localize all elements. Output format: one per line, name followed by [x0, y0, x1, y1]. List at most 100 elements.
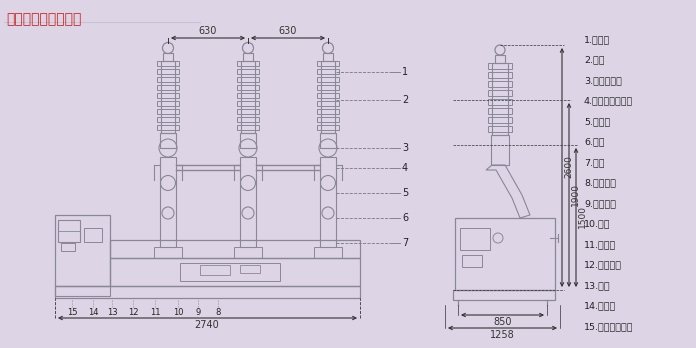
Bar — [160, 157, 176, 247]
Bar — [58, 220, 80, 242]
Text: 850: 850 — [493, 317, 512, 327]
Text: 14.起吊环: 14.起吊环 — [584, 301, 616, 310]
Bar — [460, 228, 490, 250]
Text: 2740: 2740 — [195, 320, 219, 330]
Bar — [320, 133, 336, 148]
Bar — [495, 55, 505, 63]
Bar — [453, 290, 555, 300]
Bar — [157, 69, 179, 74]
Bar — [488, 81, 512, 87]
Bar — [492, 63, 508, 135]
Text: 1258: 1258 — [490, 330, 515, 340]
Bar — [237, 69, 259, 74]
Bar — [491, 135, 509, 165]
Bar — [110, 240, 360, 258]
Bar — [488, 108, 512, 114]
Bar — [200, 265, 230, 275]
Text: 7.底架: 7.底架 — [584, 158, 605, 167]
Bar — [317, 125, 339, 130]
Bar — [157, 117, 179, 122]
Bar — [323, 53, 333, 61]
Bar — [317, 77, 339, 82]
Text: 15: 15 — [67, 308, 77, 317]
Bar — [317, 69, 339, 74]
Text: 11.传动箱: 11.传动箱 — [584, 240, 616, 249]
Text: 6.外壳: 6.外壳 — [584, 137, 605, 147]
Bar — [488, 126, 512, 132]
Bar — [237, 125, 259, 130]
Text: 9.分合指示: 9.分合指示 — [584, 199, 616, 208]
Bar — [317, 61, 339, 66]
Text: 2: 2 — [402, 95, 409, 105]
Bar — [157, 109, 179, 114]
Text: 10: 10 — [173, 308, 183, 317]
Text: 5.极附器: 5.极附器 — [584, 117, 610, 126]
Text: 11: 11 — [150, 308, 160, 317]
Bar — [237, 101, 259, 106]
Bar — [157, 85, 179, 90]
Text: 1500: 1500 — [578, 206, 587, 229]
Bar — [157, 61, 179, 66]
Bar — [241, 61, 255, 133]
Bar — [154, 247, 182, 258]
Bar — [84, 228, 102, 242]
Text: 三、外形及安装尺寸: 三、外形及安装尺寸 — [6, 12, 81, 26]
Bar — [237, 93, 259, 98]
Text: 13: 13 — [106, 308, 118, 317]
Bar — [237, 109, 259, 114]
Bar — [321, 61, 335, 133]
Text: 2600: 2600 — [564, 156, 573, 179]
Text: 15.弹簧操动机构: 15.弹簧操动机构 — [584, 322, 633, 331]
Bar — [55, 286, 360, 298]
Bar — [314, 247, 342, 258]
Bar — [160, 133, 176, 148]
Bar — [157, 125, 179, 130]
Text: 10.铭牌: 10.铭牌 — [584, 220, 610, 229]
Bar — [55, 215, 110, 286]
Text: 1900: 1900 — [571, 183, 580, 206]
Bar — [488, 63, 512, 69]
Text: 14: 14 — [88, 308, 98, 317]
Bar — [488, 117, 512, 123]
Bar — [243, 53, 253, 61]
Bar — [234, 247, 262, 258]
Bar — [157, 77, 179, 82]
Text: 12.分闸弹簧: 12.分闸弹簧 — [584, 261, 622, 269]
Bar — [317, 117, 339, 122]
Text: 3.电流互感器: 3.电流互感器 — [584, 76, 622, 85]
Bar — [237, 61, 259, 66]
Bar — [317, 109, 339, 114]
Bar — [317, 93, 339, 98]
Bar — [157, 93, 179, 98]
Bar — [161, 61, 175, 133]
Text: 9: 9 — [196, 308, 200, 317]
Bar — [488, 72, 512, 78]
Text: 7: 7 — [402, 238, 409, 248]
Bar — [488, 90, 512, 96]
Text: 13.螺套: 13.螺套 — [584, 281, 610, 290]
Bar — [237, 85, 259, 90]
Bar — [320, 157, 336, 247]
Text: 3: 3 — [402, 143, 408, 153]
Bar — [317, 101, 339, 106]
Text: 8.气体管道: 8.气体管道 — [584, 179, 616, 188]
Text: 12: 12 — [128, 308, 139, 317]
Text: 2.瓷套: 2.瓷套 — [584, 55, 605, 64]
Bar — [157, 101, 179, 106]
Bar — [55, 286, 110, 296]
Bar — [455, 218, 555, 290]
Bar — [237, 117, 259, 122]
Bar — [180, 263, 280, 281]
Text: 630: 630 — [199, 26, 217, 36]
Text: 4.互感器连接护管: 4.互感器连接护管 — [584, 96, 633, 105]
Text: 8: 8 — [215, 308, 221, 317]
Bar — [110, 258, 360, 286]
Bar — [317, 85, 339, 90]
Bar — [240, 133, 256, 148]
Bar — [61, 243, 75, 251]
Bar — [462, 255, 482, 267]
Text: 1: 1 — [402, 67, 408, 77]
Text: 5: 5 — [402, 188, 409, 198]
Bar — [488, 99, 512, 105]
Text: 1.出线帽: 1.出线帽 — [584, 35, 610, 44]
